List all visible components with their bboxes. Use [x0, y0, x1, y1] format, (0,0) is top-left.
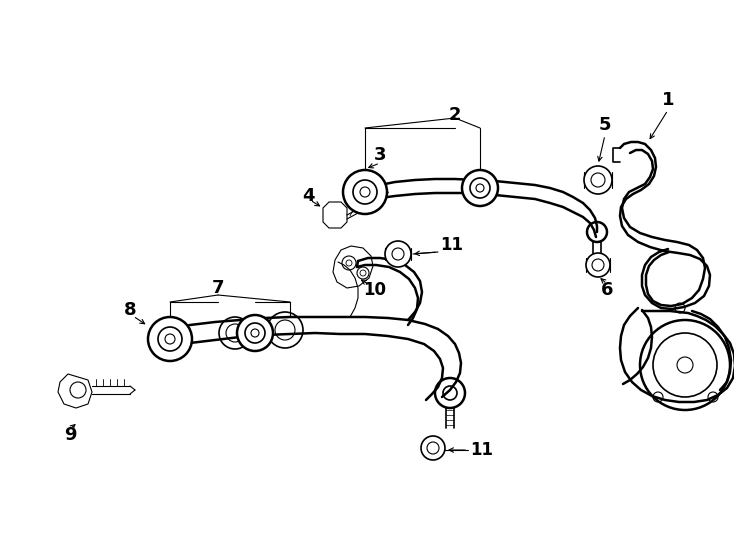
Circle shape [237, 315, 273, 351]
Circle shape [343, 170, 387, 214]
Text: 3: 3 [374, 146, 386, 164]
Circle shape [462, 170, 498, 206]
Text: 11: 11 [470, 441, 493, 459]
Circle shape [148, 317, 192, 361]
Text: 2: 2 [448, 106, 461, 124]
Text: 1: 1 [662, 91, 675, 109]
Text: 11: 11 [440, 236, 463, 254]
Text: 4: 4 [302, 187, 314, 205]
Circle shape [385, 241, 411, 267]
Circle shape [586, 253, 610, 277]
Text: 8: 8 [124, 301, 137, 319]
Circle shape [584, 166, 612, 194]
Text: 10: 10 [363, 281, 387, 299]
Text: 6: 6 [600, 281, 613, 299]
Circle shape [421, 436, 445, 460]
Text: 9: 9 [64, 426, 76, 444]
Text: 5: 5 [599, 116, 611, 134]
Text: 7: 7 [211, 279, 225, 297]
